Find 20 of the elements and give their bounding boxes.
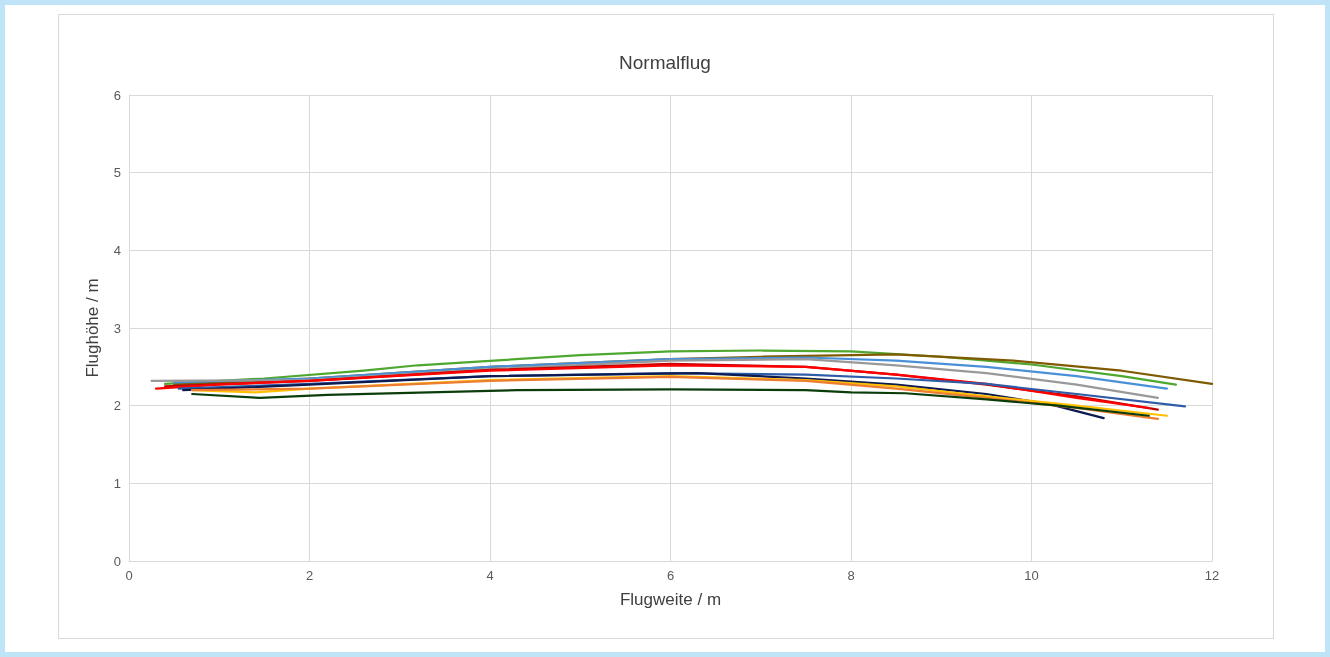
line-series bbox=[191, 388, 1150, 417]
y-tick-label: 2 bbox=[113, 398, 121, 414]
x-tick-label: 12 bbox=[1204, 568, 1220, 583]
x-tick-label: 4 bbox=[486, 568, 494, 583]
x-axis-title: Flugweite / m bbox=[619, 590, 722, 609]
x-tick-label: 0 bbox=[125, 568, 133, 583]
y-tick-label: 6 bbox=[113, 87, 121, 103]
x-tick-label: 10 bbox=[1024, 568, 1039, 583]
y-tick-label: 5 bbox=[113, 165, 121, 181]
x-tick-label: 2 bbox=[305, 568, 314, 583]
y-tick-label: 0 bbox=[113, 553, 121, 569]
x-tick-label: 6 bbox=[666, 568, 675, 583]
y-tick-label: 4 bbox=[113, 242, 121, 258]
chart-title: Normalflug bbox=[619, 52, 711, 73]
x-tick-label: 8 bbox=[847, 568, 855, 583]
y-tick-label: 1 bbox=[113, 475, 121, 491]
y-axis-title: Flughöhe / m bbox=[83, 278, 102, 378]
y-tick-label: 3 bbox=[113, 320, 121, 336]
line-series bbox=[173, 356, 1168, 390]
line-series bbox=[150, 357, 1159, 399]
